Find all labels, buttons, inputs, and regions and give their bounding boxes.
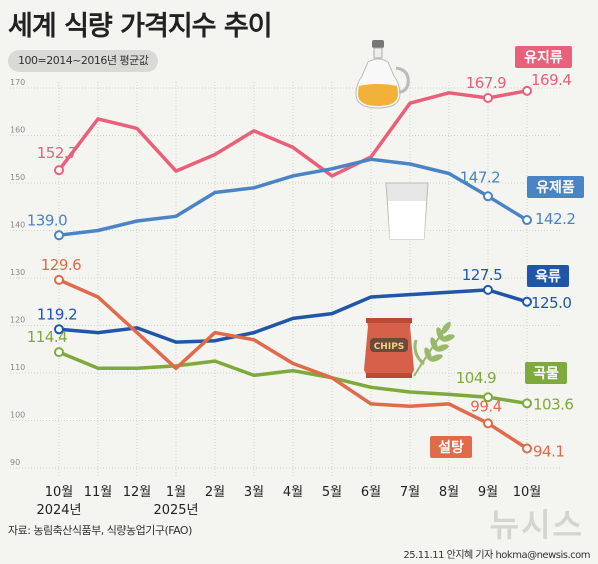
- legend-label: 설탕: [438, 439, 464, 456]
- data-label: 114.4: [27, 328, 67, 346]
- series-line: [57, 288, 529, 344]
- data-point: [483, 191, 493, 202]
- data-point: [483, 418, 493, 429]
- data-label: 139.0: [27, 211, 67, 229]
- oil-bottle-icon: [355, 40, 410, 109]
- data-point: [54, 165, 64, 176]
- legend-badge: [515, 46, 572, 68]
- x-tick-label: 5월: [322, 485, 342, 500]
- x-tick-label: 12월: [123, 485, 152, 500]
- series-line: [57, 157, 529, 237]
- data-point: [54, 347, 64, 358]
- y-tick-label: 90: [10, 458, 20, 467]
- series-points: [54, 85, 532, 454]
- wheat-icon: [413, 321, 455, 377]
- data-point: [483, 392, 493, 403]
- series-lines: [57, 89, 529, 451]
- y-tick-label: 100: [10, 411, 25, 420]
- svg-text:CHIPS: CHIPS: [374, 342, 405, 352]
- series-labels: 152.7 167.9 169.4 139.0 147.2 142.2 119.2 127.5…: [27, 71, 576, 461]
- data-label: 119.2: [37, 305, 77, 323]
- x-tick-label: 8월: [439, 485, 459, 500]
- data-point: [483, 92, 493, 103]
- source-note: 자료: 농림축산식품부, 식량농업기구(FAO): [8, 524, 192, 537]
- data-label: 127.5: [462, 266, 502, 284]
- x-tick-label: 4월: [283, 485, 303, 500]
- y-tick-label: 140: [10, 221, 25, 230]
- data-label: 103.6: [533, 395, 573, 413]
- data-label: 94.1: [533, 443, 564, 461]
- x-year-label: 2024년: [36, 503, 81, 518]
- data-label: 99.4: [470, 397, 501, 415]
- data-point: [522, 398, 532, 409]
- data-label: 169.4: [531, 71, 571, 89]
- data-point: [483, 284, 493, 295]
- y-tick-label: 150: [10, 173, 25, 182]
- x-tick-label: 9월: [478, 485, 498, 500]
- data-point: [522, 296, 532, 307]
- x-year-label: 2025년: [153, 503, 198, 518]
- y-tick-label: 160: [10, 126, 25, 135]
- x-tick-label: 2월: [205, 485, 225, 500]
- y-tick-label: 120: [10, 316, 25, 325]
- series-line: [57, 350, 529, 406]
- legend-label: 유지류: [524, 50, 563, 66]
- legend-badge: [527, 176, 584, 198]
- x-tick-label: 6월: [361, 485, 381, 500]
- series-line: [57, 278, 529, 451]
- watermark-logo: 뉴시스: [489, 506, 584, 544]
- x-axis: 10월 11월 12월 1월 2월 3월 4월 5월 6월 7월 8월 9월 10월 2024년 2025년: [36, 485, 541, 518]
- x-tick-label: 10월: [45, 485, 74, 500]
- credit-line: 25.11.11 안지혜 기자 hokma@newsis.com: [403, 550, 590, 561]
- legend-badge: [430, 436, 472, 458]
- y-tick-label: 130: [10, 268, 25, 277]
- data-label: 104.9: [456, 369, 496, 387]
- x-tick-label: 11월: [84, 485, 113, 500]
- milk-glass-icon: [385, 182, 429, 240]
- legend-label: 육류: [535, 269, 561, 285]
- data-label: 152.7: [37, 144, 77, 162]
- page-title: 세계 식량 가격지수 추이: [8, 11, 273, 42]
- data-label: 147.2: [460, 168, 500, 186]
- grid: 90 100 110 120 130 140 150 160 170: [10, 78, 560, 476]
- data-point: [522, 85, 532, 96]
- data-point: [54, 230, 64, 241]
- data-point: [522, 443, 532, 454]
- x-tick-label: 1월: [166, 485, 186, 500]
- data-label: 125.0: [531, 294, 571, 312]
- legend-label: 유제품: [536, 180, 575, 196]
- data-point: [54, 274, 64, 285]
- x-tick-label: 7월: [400, 485, 420, 500]
- data-point: [522, 215, 532, 226]
- x-tick-label: 10월: [513, 485, 542, 500]
- data-label: 129.6: [41, 256, 81, 274]
- series-line: [57, 89, 529, 178]
- subtitle-badge: 100=2014~2016년 평균값: [8, 50, 159, 72]
- data-label: 167.9: [466, 74, 506, 92]
- legend-badge: [525, 362, 567, 384]
- legend-label: 곡물: [533, 366, 559, 382]
- y-tick-label: 170: [10, 78, 25, 87]
- data-label: 142.2: [535, 210, 575, 228]
- x-tick-label: 3월: [244, 485, 264, 500]
- legend-badge: [527, 265, 569, 287]
- y-tick-label: 110: [10, 363, 25, 372]
- data-point: [54, 324, 64, 335]
- chips-bag-icon: CHIPS: [364, 318, 414, 378]
